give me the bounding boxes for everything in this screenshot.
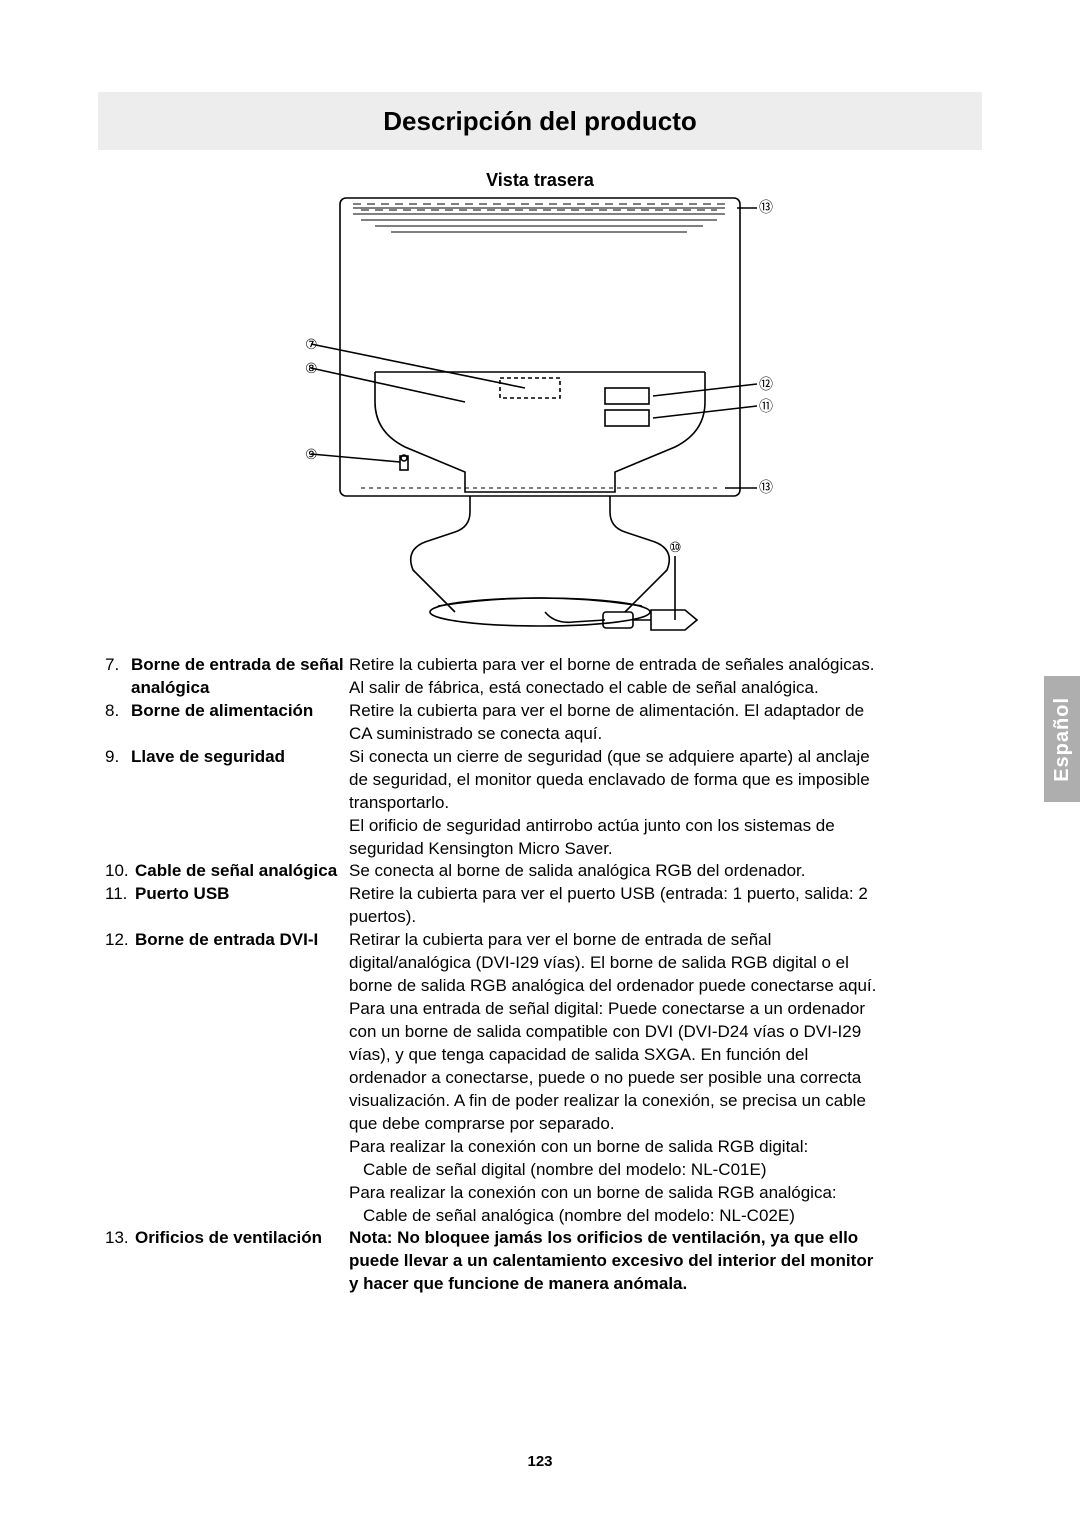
item-description: Retire la cubierta para ver el borne de … <box>349 654 885 700</box>
list-item: 11.Puerto USB Retire la cubierta para ver… <box>105 883 885 929</box>
item-description: Se conecta al borne de salida analógica … <box>349 860 885 883</box>
item-number: 7. <box>105 654 131 700</box>
item-description: Retirar la cubierta para ver el borne de… <box>349 929 885 1227</box>
list-item: 13.Orificios de ventilación Nota: No bloq… <box>105 1227 885 1296</box>
item-label: Cable de señal analógica <box>135 860 337 883</box>
callout-13b: ⑬ <box>759 479 773 495</box>
item-number: 8. <box>105 700 131 723</box>
item-number: 13. <box>105 1227 135 1250</box>
monitor-rear-svg: ⑦ ⑧ ⑨ ⑬ ⑫ ⑪ ⑬ ⑩ <box>305 192 775 632</box>
list-item: 10.Cable de señal analógica Se conecta al… <box>105 860 885 883</box>
item-label: Orificios de ventilación <box>135 1227 322 1250</box>
item-description: Retire la cubierta para ver el puerto US… <box>349 883 885 929</box>
callout-13a: ⑬ <box>759 199 773 215</box>
callout-7: ⑦ <box>305 336 318 352</box>
item-number: 9. <box>105 746 131 769</box>
callout-11: ⑪ <box>759 398 773 414</box>
title-band: Descripción del producto <box>98 92 982 150</box>
diagram-caption: Vista trasera <box>0 170 1080 191</box>
callout-10: ⑩ <box>669 539 682 555</box>
item-label: Borne de entrada de señal analógica <box>131 654 349 700</box>
page: Descripción del producto Vista trasera <box>0 0 1080 1526</box>
item-label: Borne de entrada DVI-I <box>135 929 318 952</box>
list-item: 9.Llave de seguridad Si conecta un cierre… <box>105 746 885 861</box>
item-description: Retire la cubierta para ver el borne de … <box>349 700 885 746</box>
language-tab: Español <box>1044 676 1080 802</box>
item-label: Llave de seguridad <box>131 746 285 769</box>
page-number: 123 <box>0 1453 1080 1470</box>
item-description: Si conecta un cierre de seguridad (que s… <box>349 746 885 861</box>
list-item: 8.Borne de alimentación Retire la cubiert… <box>105 700 885 746</box>
item-label: Puerto USB <box>135 883 229 906</box>
callout-8: ⑧ <box>305 360 318 376</box>
list-item: 12.Borne de entrada DVI-I Retirar la cubi… <box>105 929 885 1227</box>
callout-9: ⑨ <box>305 446 318 462</box>
page-title: Descripción del producto <box>383 106 697 137</box>
item-number: 12. <box>105 929 135 952</box>
item-number: 11. <box>105 883 135 906</box>
item-label: Borne de alimentación <box>131 700 313 723</box>
item-description: Nota: No bloquee jamás los orificios de … <box>349 1227 885 1296</box>
language-tab-label: Español <box>1051 697 1074 782</box>
list-item: 7.Borne de entrada de señal analógicaRet… <box>105 654 885 700</box>
item-number: 10. <box>105 860 135 883</box>
callout-12: ⑫ <box>759 376 773 392</box>
rear-view-diagram: ⑦ ⑧ ⑨ ⑬ ⑫ ⑪ ⑬ ⑩ <box>305 192 775 632</box>
description-list: 7.Borne de entrada de señal analógicaRet… <box>105 654 885 1296</box>
